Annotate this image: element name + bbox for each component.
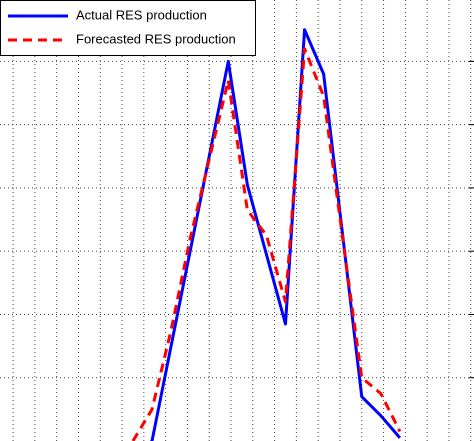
series-line bbox=[131, 47, 402, 441]
plot-area bbox=[131, 28, 402, 441]
legend-box bbox=[0, 0, 256, 56]
legend-label: Actual RES production bbox=[76, 7, 207, 22]
series-line bbox=[149, 28, 402, 441]
legend: Actual RES production Forecasted RES prod… bbox=[0, 0, 256, 56]
legend-label: Forecasted RES production bbox=[76, 31, 236, 46]
